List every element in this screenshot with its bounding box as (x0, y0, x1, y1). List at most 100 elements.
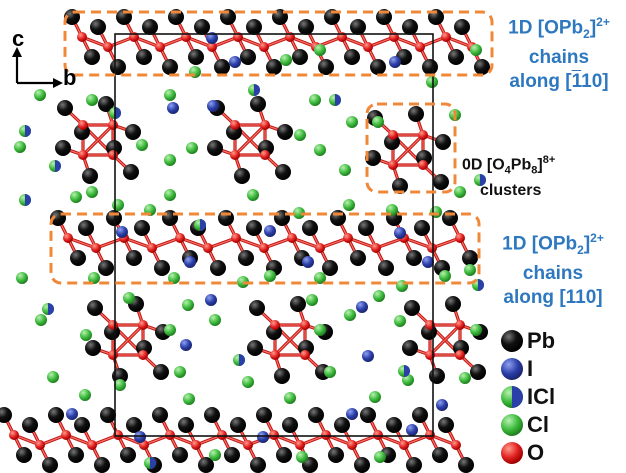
o-atom (231, 233, 241, 243)
chain-top-sub: 2 (583, 27, 590, 42)
legend-swatch-i (501, 358, 523, 380)
o-atom (78, 120, 88, 130)
pb-atom (274, 210, 290, 226)
o-atom (399, 440, 409, 450)
icl-atom-iodine-half (254, 84, 260, 96)
o-atom (347, 440, 357, 450)
pb-atom (365, 150, 381, 166)
pb-atom (328, 447, 344, 463)
pb-atom (178, 417, 194, 433)
i-atom (362, 350, 374, 362)
cl-atom (164, 189, 176, 201)
cl-atom (470, 44, 482, 56)
pb-atom (100, 407, 116, 423)
cluster-pb: Pb (510, 156, 532, 174)
cl-atom (70, 191, 82, 203)
cl-atom (34, 89, 46, 101)
pb-atom (298, 19, 314, 35)
i-atom (436, 399, 448, 411)
pb-atom (224, 447, 240, 463)
cluster-charge: 8+ (542, 154, 556, 166)
pb-atom (438, 417, 454, 433)
i-atom (66, 408, 78, 420)
pb-atom (370, 59, 386, 75)
o-atom (371, 243, 381, 253)
o-atom (451, 440, 461, 450)
pb-atom (433, 174, 449, 190)
cl-atom (136, 139, 148, 151)
cl-atom (346, 116, 358, 128)
pb-atom (110, 59, 126, 75)
o-atom (259, 42, 269, 52)
cl-atom (80, 329, 92, 341)
pb-atom (230, 417, 246, 433)
pb-atom (247, 340, 263, 356)
cl-atom (314, 324, 326, 336)
icl-atom-iodine-half (48, 303, 54, 315)
pb-atom (406, 457, 422, 473)
chain-mid-highlight-box (49, 212, 481, 285)
pb-atom (435, 134, 451, 150)
pb-atom (386, 417, 402, 433)
pb-atom (246, 220, 262, 236)
o-atom (415, 42, 425, 52)
pb-atom (172, 447, 188, 463)
o-atom (147, 243, 157, 253)
legend-label-i: I (527, 356, 534, 381)
o-atom (388, 130, 398, 140)
pb-atom (344, 49, 360, 65)
cl-atom (183, 393, 195, 405)
i-atom (207, 100, 219, 112)
icl-atom-iodine-half (239, 354, 245, 366)
pb-atom (85, 340, 101, 356)
i-atom (389, 56, 401, 68)
pb-atom (126, 250, 142, 266)
pb-atom (198, 457, 214, 473)
pb-atom (152, 407, 168, 423)
cl-atom (314, 144, 326, 156)
bond-highlight (112, 324, 144, 356)
cl-atom (314, 44, 326, 56)
o-atom (418, 160, 428, 170)
pb-atom (412, 407, 428, 423)
pb-atom (0, 407, 12, 423)
pb-atom (90, 19, 106, 35)
o-atom (87, 440, 97, 450)
o-atom (455, 350, 465, 360)
o-atom (260, 150, 270, 160)
o-atom (203, 243, 213, 253)
o-atom (441, 32, 451, 42)
cl-atom (247, 189, 259, 201)
i-atom (302, 256, 314, 268)
chain-top-label: 1D [OPb2]2+ chains along [110] (492, 10, 626, 94)
o-atom (270, 350, 280, 360)
pb-atom (246, 19, 262, 35)
bond-highlight (392, 134, 424, 166)
cl-atom (209, 314, 221, 326)
pb-atom (234, 168, 250, 184)
o-atom (63, 233, 73, 243)
o-atom (418, 130, 428, 140)
pb-atom (42, 457, 58, 473)
pb-atom (302, 220, 318, 236)
pb-atom (78, 220, 94, 236)
pb-atom (126, 417, 142, 433)
o-atom (363, 42, 373, 52)
o-atom (61, 430, 71, 440)
pb-atom (125, 124, 141, 140)
pb-atom (402, 340, 418, 356)
o-atom (287, 233, 297, 243)
i-atom (134, 431, 146, 443)
pb-atom (256, 407, 272, 423)
cluster-label: 0D [O4Pb8]8+ clusters (462, 150, 555, 201)
cl-atom (86, 94, 98, 106)
chain-top-charge: 2+ (596, 15, 610, 29)
legend-swatch-pb (501, 330, 523, 352)
o-atom (175, 233, 185, 243)
pb-atom (218, 210, 234, 226)
pb-atom (68, 447, 84, 463)
cl-atom (47, 371, 59, 383)
cl-atom (123, 292, 135, 304)
cl-atom (164, 324, 176, 336)
